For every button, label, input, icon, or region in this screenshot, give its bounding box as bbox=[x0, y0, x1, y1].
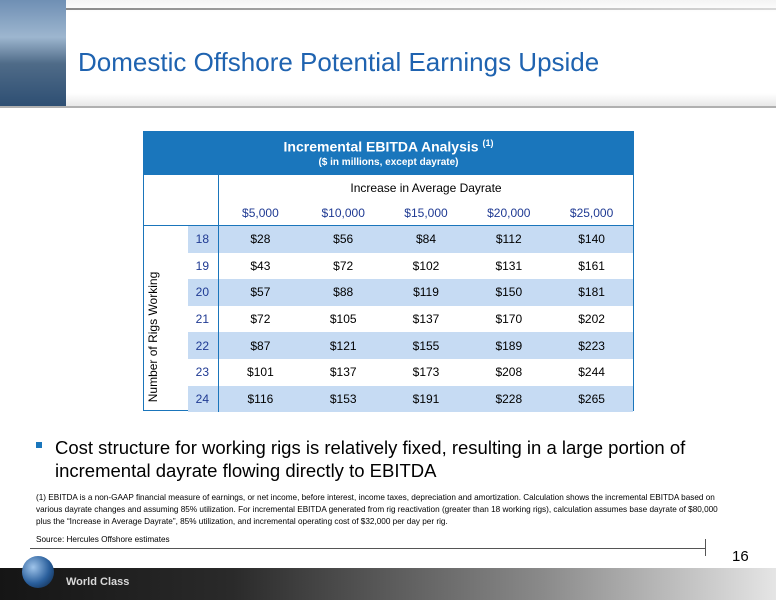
table-cell: $57 bbox=[250, 285, 271, 300]
table-cell: $228 bbox=[495, 391, 523, 406]
table-cell: $150 bbox=[495, 285, 523, 300]
globe-logo bbox=[22, 556, 54, 588]
bullet-text: Cost structure for working rigs is relat… bbox=[55, 437, 686, 481]
table-cell: $208 bbox=[495, 365, 523, 380]
table-title-line: Incremental EBITDA Analysis (1) bbox=[144, 138, 633, 155]
table-cell: $137 bbox=[412, 312, 440, 327]
bullet-marker bbox=[36, 442, 42, 448]
row-label: 22 bbox=[195, 338, 209, 353]
row-band bbox=[188, 332, 633, 359]
table-cell: $265 bbox=[578, 391, 605, 406]
table-subtitle: ($ in millions, except dayrate) bbox=[318, 157, 459, 168]
row-label: 19 bbox=[195, 258, 209, 273]
column-group-label: Increase in Average Dayrate bbox=[350, 181, 502, 195]
table-cell: $155 bbox=[412, 338, 440, 353]
table-cell: $170 bbox=[495, 312, 523, 327]
table-cell: $101 bbox=[247, 365, 274, 380]
table-cell: $181 bbox=[578, 285, 605, 300]
row-label: 23 bbox=[195, 365, 209, 380]
table-title-note: (1) bbox=[482, 138, 494, 148]
column-header: $15,000 bbox=[384, 201, 468, 226]
row-band bbox=[188, 385, 633, 413]
table-cell: $119 bbox=[413, 285, 439, 300]
table-cell: $191 bbox=[412, 391, 440, 406]
table-cell: $202 bbox=[578, 312, 605, 327]
slide-title: Domestic Offshore Potential Earnings Ups… bbox=[78, 47, 600, 77]
table-cell: $102 bbox=[412, 258, 440, 273]
footer-brand: World Class bbox=[66, 576, 130, 588]
ebitda-table: Incremental EBITDA Analysis (1) ($ in mi… bbox=[143, 131, 634, 413]
header-band bbox=[0, 0, 776, 108]
table-cell: $72 bbox=[333, 258, 354, 273]
table-cell: $121 bbox=[329, 338, 357, 353]
row-band bbox=[188, 305, 633, 333]
table-header-band bbox=[144, 132, 633, 175]
table-cell: $116 bbox=[247, 391, 274, 406]
table-cell: $173 bbox=[412, 365, 440, 380]
column-header: $25,000 bbox=[550, 201, 633, 226]
row-band bbox=[188, 279, 633, 306]
table-cell: $87 bbox=[250, 338, 271, 353]
row-label: 24 bbox=[195, 391, 209, 406]
column-header: $20,000 bbox=[467, 201, 551, 226]
source-note: Source: Hercules Offshore estimates bbox=[36, 535, 170, 544]
table-cell: $112 bbox=[495, 232, 522, 247]
table-cell: $28 bbox=[250, 232, 271, 247]
row-label: 18 bbox=[195, 232, 209, 247]
row-band bbox=[188, 226, 633, 253]
footer-rule-tick bbox=[705, 539, 706, 556]
footnote: (1) EBITDA is a non-GAAP financial measu… bbox=[36, 493, 718, 526]
column-header: $5,000 bbox=[219, 201, 302, 226]
row-label: 20 bbox=[195, 285, 209, 300]
table-cell: $244 bbox=[578, 365, 605, 380]
table-cell: $131 bbox=[495, 258, 523, 273]
table-cell: $153 bbox=[329, 391, 357, 406]
table-cell: $43 bbox=[250, 258, 271, 273]
page-number: 16 bbox=[732, 548, 749, 565]
row-band bbox=[188, 252, 633, 280]
table-cell: $161 bbox=[578, 258, 605, 273]
table-title: Incremental EBITDA Analysis bbox=[283, 138, 479, 155]
header-rule bbox=[66, 8, 776, 10]
table-cell: $105 bbox=[329, 312, 357, 327]
table-cell: $72 bbox=[250, 312, 271, 327]
header-blank bbox=[144, 175, 219, 226]
table-cell: $223 bbox=[578, 338, 605, 353]
header-photo bbox=[0, 0, 66, 106]
footer-rule bbox=[30, 548, 706, 549]
table-cell: $56 bbox=[333, 232, 354, 247]
footer-band bbox=[0, 568, 776, 600]
table-cell: $140 bbox=[578, 232, 605, 247]
row-band bbox=[188, 359, 633, 386]
column-header: $10,000 bbox=[301, 201, 385, 226]
table-cell: $137 bbox=[329, 365, 357, 380]
table-cell: $189 bbox=[495, 338, 523, 353]
row-label-divider bbox=[218, 226, 219, 413]
row-axis-label: Number of Rigs Working bbox=[146, 271, 160, 403]
row-label: 21 bbox=[195, 312, 209, 327]
table-cell: $84 bbox=[415, 232, 436, 247]
table-cell: $88 bbox=[333, 285, 354, 300]
